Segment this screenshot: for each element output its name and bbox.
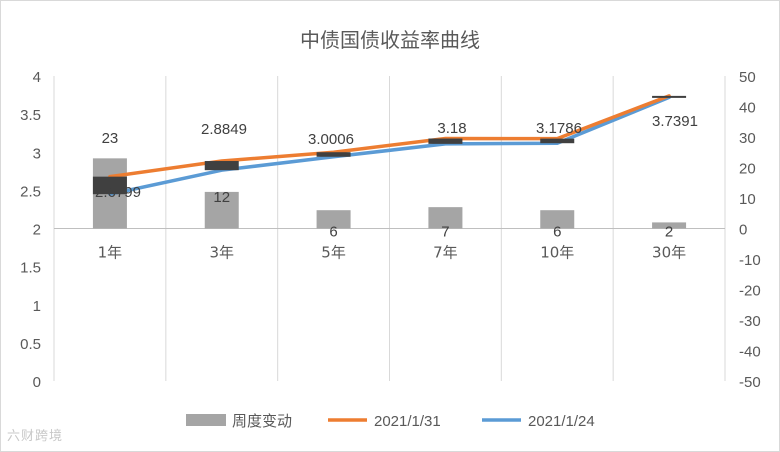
bar-weekly-change [540,210,575,229]
line-data-label: 3.18 [437,120,466,137]
left-axis-tick: 3 [33,145,41,162]
change-marker [316,152,351,157]
change-marker [540,138,575,144]
change-marker [428,138,463,144]
category-label: 30年 [652,244,686,262]
right-axis-tick: -50 [739,374,761,391]
category-label: 10年 [540,244,574,262]
chart-title: 中债国债收益率曲线 [300,28,480,52]
right-axis-tick: 10 [739,191,756,208]
right-axis-tick: -30 [739,313,761,330]
line-data-label: 3.0006 [308,131,354,148]
legend-swatch-bars [186,414,226,426]
change-marker [92,176,127,195]
left-axis-tick: 2.5 [20,183,41,200]
bar-value-label: 6 [553,224,561,241]
bar-weekly-change [652,222,687,229]
bar-value-label: 23 [102,130,119,147]
legend-label-bars: 周度变动 [232,412,292,430]
line-data-label: 3.7391 [652,113,698,130]
watermark: 六财跨境 [7,429,64,444]
bar-weekly-change [204,191,239,229]
left-axis-tick: 0 [33,374,41,391]
left-axis-tick: 3.5 [20,107,41,124]
right-axis-tick: 20 [739,161,756,178]
left-axis-tick: 2 [33,222,41,239]
category-label: 1年 [98,244,123,262]
bar-value-label: 12 [213,189,230,206]
right-axis-tick: 50 [739,69,756,86]
category-label: 7年 [433,244,458,262]
series-line-2021-1-24 [108,95,671,196]
line-data-label: 2.8849 [201,121,247,138]
right-axis-tick: 30 [739,130,756,147]
right-axis-tick: 0 [739,222,747,239]
category-label: 5年 [321,244,346,262]
series-line-2021-1-31 [108,94,671,179]
right-axis-tick: -20 [739,283,761,300]
left-axis-tick: 1 [33,298,41,315]
left-axis-tick: 1.5 [20,260,41,277]
right-axis-tick: 40 [739,100,756,117]
legend-label-2021-1-31: 2021/1/31 [374,413,441,430]
right-axis-tick: -40 [739,344,761,361]
bar-value-label: 6 [329,224,337,241]
legend-label-2021-1-24: 2021/1/24 [528,413,595,430]
bar-value-label: 2 [665,224,673,241]
left-axis-tick: 4 [33,69,41,86]
left-axis-tick: 0.5 [20,336,41,353]
line-data-label: 3.1786 [536,120,582,137]
change-marker [652,95,687,98]
bar-value-label: 7 [441,224,449,241]
line-data-label: 2.6799 [95,184,141,201]
right-axis-tick: -10 [739,252,761,269]
change-marker [204,161,239,171]
category-label: 3年 [209,244,234,262]
bar-weekly-change [316,210,351,229]
bar-weekly-change [428,207,463,229]
